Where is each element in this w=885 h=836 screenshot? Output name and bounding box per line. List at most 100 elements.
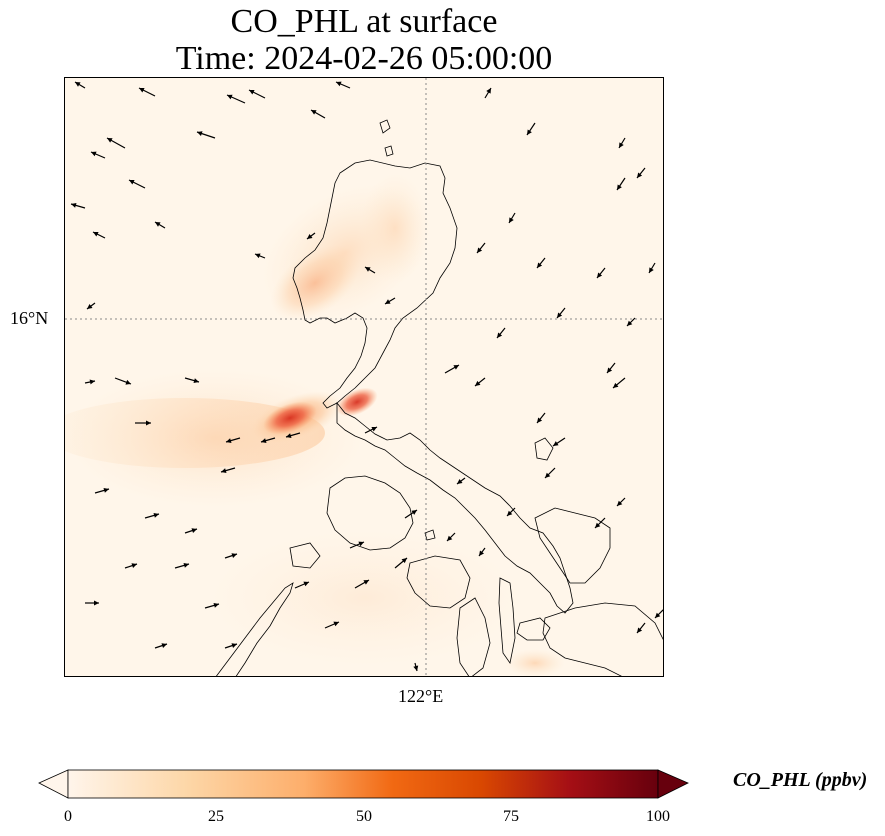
wind-arrow-head	[183, 562, 189, 568]
palawan-coastline	[216, 582, 294, 676]
wind-arrow-head	[261, 438, 267, 444]
wind-arrow-head	[226, 438, 232, 444]
wind-arrow-head	[537, 262, 543, 268]
wind-arrow-head	[655, 612, 661, 618]
batanes-island	[384, 145, 394, 157]
catanduanes-coastline	[534, 437, 554, 461]
wind-arrow-head	[509, 217, 514, 223]
plume-southeast	[505, 649, 565, 676]
wind-arrow-head	[103, 487, 109, 493]
wind-arrow-head	[365, 267, 371, 272]
wind-arrow-head	[619, 142, 624, 148]
colorbar-tick-50: 50	[356, 808, 372, 825]
wind-arrow-head	[221, 468, 227, 474]
wind-arrow-head	[457, 479, 463, 484]
wind-arrow-head	[617, 184, 622, 190]
wind-arrow-head	[333, 621, 339, 627]
wind-arrow-head	[94, 600, 99, 606]
map-title-line2: Time: 2024-02-26 05:00:00	[175, 40, 553, 77]
map-title-line1: CO_PHL at surface	[230, 3, 498, 40]
wind-arrow-head	[249, 90, 255, 95]
wind-arrow-head	[613, 382, 619, 388]
colorbar-extend-min	[38, 769, 69, 799]
colorbar-tick-75: 75	[503, 808, 519, 825]
wind-arrow-head	[286, 433, 292, 439]
coastlines	[216, 119, 663, 676]
wind-arrow-head	[231, 643, 237, 648]
wind-arrow-head	[479, 550, 484, 556]
panay-coastline	[406, 555, 471, 609]
luzon-south-coastline	[336, 401, 574, 614]
gridlines	[65, 78, 663, 676]
wind-arrow-head	[153, 512, 159, 518]
calamian-islands	[289, 542, 321, 569]
map-canvas	[65, 78, 663, 676]
colorbar-label: CO_PHL (ppbv)	[733, 769, 868, 791]
wind-arrow-head	[527, 129, 532, 135]
wind-arrow-head	[231, 553, 237, 558]
wind-arrow-head	[617, 500, 623, 506]
wind-arrow-head	[93, 232, 99, 237]
colorbar	[36, 768, 696, 809]
wind-arrow-head	[75, 82, 81, 87]
colorbar-extend-max	[657, 769, 689, 799]
wind-arrow-head	[155, 222, 161, 227]
colorbar-tick-0: 0	[64, 808, 72, 825]
plume-diffuse-west	[65, 368, 365, 508]
wind-arrow-head	[197, 131, 203, 136]
colorbar-tick-100: 100	[646, 808, 670, 825]
lat-tick-label: 16°N	[10, 308, 49, 328]
mindoro-small-island	[424, 529, 436, 541]
wind-arrow-head	[336, 81, 342, 87]
babuyan-island	[379, 119, 391, 134]
wind-arrow-head	[553, 441, 559, 446]
wind-arrow-head	[597, 272, 603, 278]
wind-arrow-head	[497, 332, 503, 338]
wind-arrow-head	[358, 541, 364, 547]
wind-arrow-head	[363, 580, 369, 585]
wind-arrow-head	[191, 528, 197, 533]
wind-arrow-head	[146, 420, 151, 426]
colorbar-tick-25: 25	[208, 808, 224, 825]
plume-manila-hotspot	[263, 401, 317, 435]
wind-arrow-head	[87, 304, 93, 309]
wind-arrow-head	[557, 312, 563, 318]
mindoro-coastline	[326, 475, 414, 551]
luzon-coastline	[292, 159, 458, 409]
negros-coastline	[456, 597, 491, 676]
wind-arrow-head	[537, 417, 543, 423]
wind-arrow-head	[311, 110, 317, 115]
colorbar-bar	[67, 769, 659, 799]
wind-arrow-head	[303, 581, 309, 587]
colorbar-graphic	[38, 769, 689, 799]
wind-arrow-head	[227, 94, 233, 100]
plume-south-diffuse	[205, 528, 525, 668]
wind-arrow-head	[477, 247, 483, 253]
wind-arrow-head	[486, 88, 491, 94]
wind-arrow-head	[607, 367, 613, 373]
wind-arrow-head	[193, 378, 199, 384]
wind-arrow-head	[107, 138, 113, 143]
wind-arrow-head	[371, 427, 377, 432]
bohol-coastline	[516, 617, 551, 641]
wind-arrow-head	[255, 253, 261, 259]
mindanao-coastline	[542, 602, 663, 676]
wind-arrow-head	[307, 234, 313, 239]
wind-arrow-head	[385, 299, 391, 304]
wind-arrow-head	[125, 379, 131, 385]
wind-arrow-head	[413, 665, 419, 671]
wind-arrow-head	[161, 643, 167, 648]
wind-arrow-head	[411, 510, 417, 515]
wind-arrow-head	[401, 558, 407, 564]
map-panel	[64, 77, 664, 677]
lon-tick-label: 122°E	[398, 686, 444, 706]
wind-arrow-head	[129, 180, 135, 185]
wind-arrow-head	[453, 365, 459, 370]
leyte-samar-coastline	[534, 507, 611, 584]
wind-arrow-head	[213, 602, 219, 608]
cebu-coastline	[498, 577, 516, 664]
plume-northeast	[360, 173, 430, 283]
concentration-field	[65, 173, 565, 676]
wind-arrow-head	[637, 627, 643, 633]
wind-arrow-head	[91, 151, 97, 157]
